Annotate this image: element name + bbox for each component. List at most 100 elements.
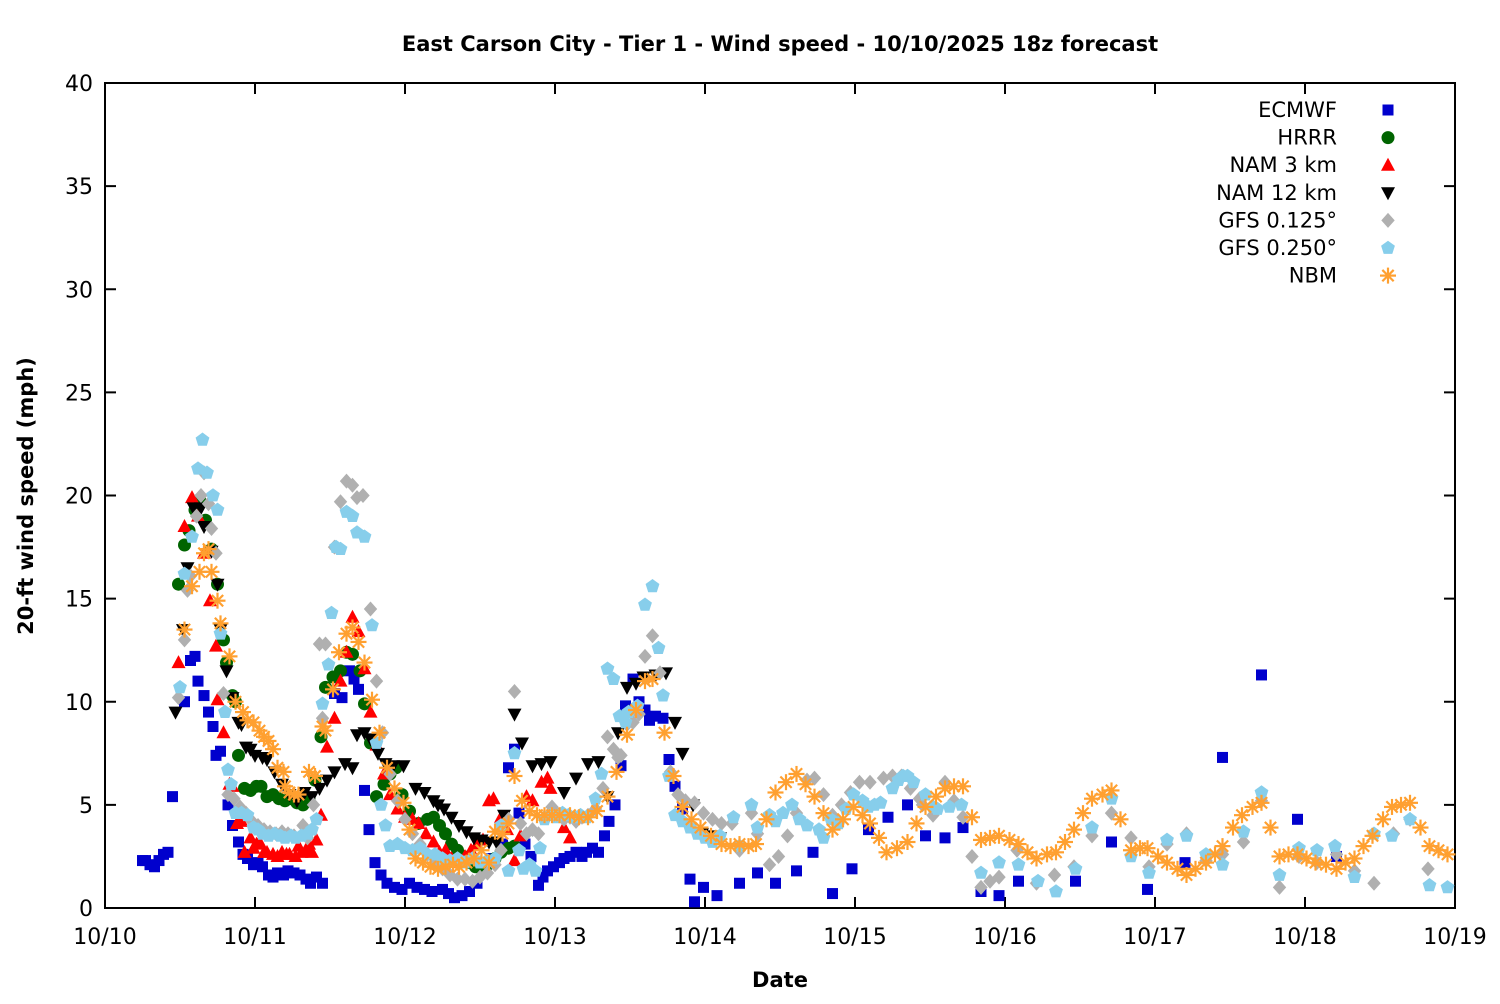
asterisk-stroke [266,742,280,756]
data-point [1271,848,1288,865]
data-point [227,791,241,807]
data-point [930,801,945,815]
data-point [871,829,887,846]
data-point [620,681,634,695]
data-point [1112,811,1129,828]
asterisk-stroke [1403,796,1417,810]
data-point [480,865,495,881]
data-point [1236,824,1251,838]
data-point [219,665,234,679]
asterisk-stroke [271,761,284,775]
data-point [396,760,411,774]
data-point [665,768,682,784]
data-point [176,621,193,638]
data-point [698,881,709,893]
data-point [514,792,530,809]
data-point [653,665,667,681]
data-point [1256,669,1267,681]
data-point [369,857,381,869]
data-point [528,863,543,877]
asterisk-stroke [685,812,698,826]
asterisk-stroke [1226,821,1240,834]
x-tick-label: 10/10 [73,925,136,950]
data-point [149,861,160,873]
data-point [1225,819,1241,836]
asterisk-stroke [1141,841,1154,855]
data-point [918,787,933,801]
data-point [417,787,432,800]
data-point [620,700,631,712]
asterisk-stroke [1330,862,1343,876]
data-point [1272,867,1287,881]
data-point [863,824,874,836]
asterisk-stroke [694,821,707,834]
data-point [569,772,583,786]
data-point [184,578,200,595]
x-tick-label: 10/15 [823,925,886,950]
x-tick-label: 10/18 [1273,925,1336,950]
data-point [375,869,387,881]
data-point [221,787,235,803]
data-point [846,787,861,801]
data-point [309,812,324,826]
data-point [1253,794,1270,811]
data-point [515,737,529,751]
asterisk-stroke [1348,852,1361,865]
data-point [1310,843,1324,857]
data-point [807,770,822,786]
data-point [426,834,441,848]
data-point [726,810,741,824]
asterisk-stroke [629,703,643,717]
asterisk-stroke [346,621,359,634]
data-point [1124,830,1138,846]
data-point [651,640,666,654]
legend-marker-nbm [1380,267,1396,284]
data-point [371,747,385,761]
data-point [889,840,905,857]
data-point [1066,821,1082,838]
data-point [185,529,199,543]
data-point [260,754,274,767]
asterisk-stroke [1003,833,1016,847]
data-point [563,830,577,844]
data-point [374,797,388,811]
data-point [321,657,336,671]
y-tick-label: 0 [79,897,93,922]
asterisk-stroke [1385,800,1399,814]
asterisk-stroke [446,858,460,872]
asterisk-stroke [1171,862,1184,876]
data-point [353,683,364,695]
data-point [776,805,790,819]
asterisk-stroke [358,656,371,669]
data-point [203,706,214,718]
asterisk-stroke [1357,839,1370,853]
data-point [675,747,690,761]
data-point [240,807,255,822]
data-point [501,863,516,877]
asterisk-stroke [890,841,904,855]
data-point [1328,860,1345,877]
data-point [533,840,547,855]
data-point [1272,879,1287,895]
data-point [209,592,226,609]
data-point [210,502,225,516]
data-point [637,673,653,690]
asterisk-stroke [277,765,290,779]
data-point [371,724,388,741]
asterisk-stroke [983,831,997,845]
data-point [644,671,661,688]
data-point [564,850,576,862]
data-point [419,883,430,895]
data-point [197,520,211,534]
data-point [426,886,438,897]
data-point [459,826,474,840]
data-point [714,815,729,831]
asterisk-stroke [638,674,652,688]
data-point [401,821,418,838]
data-point [272,867,283,879]
data-point [852,774,867,790]
legend-label-nam-3-km: NAM 3 km [1229,153,1337,177]
data-point [449,892,460,904]
data-point [317,877,328,889]
data-point [1048,844,1064,861]
